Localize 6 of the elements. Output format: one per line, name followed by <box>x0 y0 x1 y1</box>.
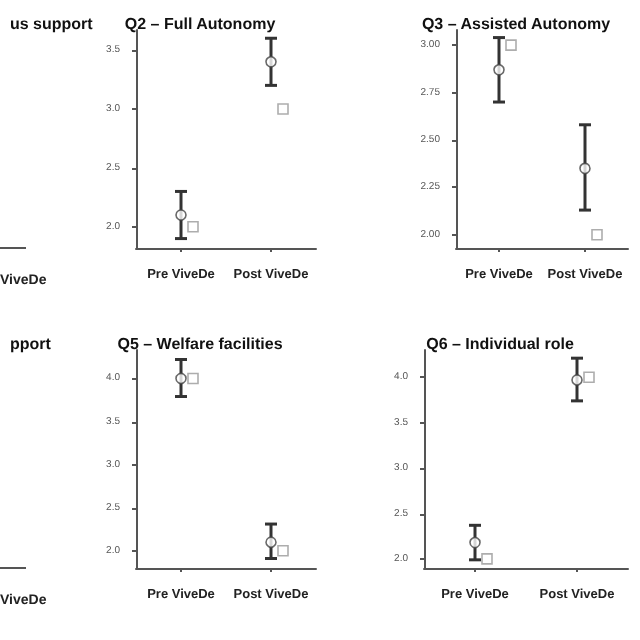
chart-title: Q6 – Individual role <box>426 335 575 353</box>
chart-title: Q2 – Full Autonomy <box>124 15 277 33</box>
chart-title: Q3 – Assisted Autonomy <box>421 15 612 33</box>
chart-title: Q5 – Welfare facilities <box>117 335 284 353</box>
text: pport <box>10 335 52 353</box>
text: us support <box>10 15 94 33</box>
